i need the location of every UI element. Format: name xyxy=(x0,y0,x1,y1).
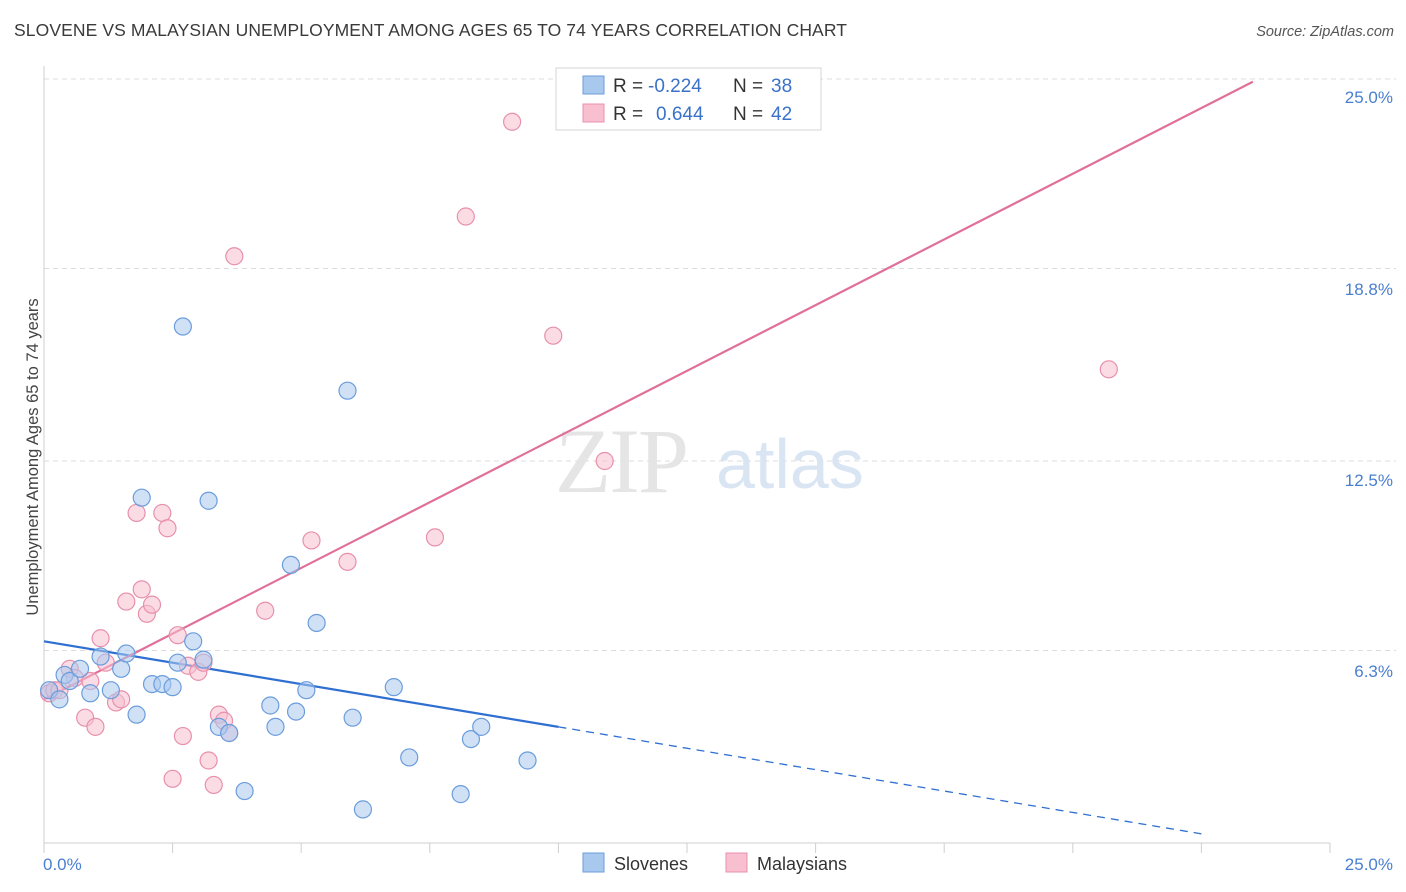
malaysians-point xyxy=(204,775,223,795)
malaysians-point xyxy=(456,207,475,226)
slovenes-point xyxy=(117,644,136,663)
slovenes-point xyxy=(235,781,254,801)
legend-box: R = -0.224 N = 38 R = 0.644 N = 42 xyxy=(555,67,822,131)
malaysians-point xyxy=(302,531,321,550)
y-axis-title: Unemployment Among Ages 65 to 74 years xyxy=(24,298,42,615)
malaysians-point xyxy=(425,528,445,547)
slovenes-point xyxy=(518,751,537,770)
bottom-legend-swatch-malaysians xyxy=(725,852,748,873)
malaysians-point xyxy=(163,769,182,788)
slovenes-point xyxy=(101,681,120,700)
slovenes-point xyxy=(281,555,301,575)
malaysians-point xyxy=(127,503,146,523)
slovenes-point xyxy=(184,632,203,651)
watermark: ZIP atlas xyxy=(555,410,864,512)
slovenes-point xyxy=(338,381,357,400)
malaysians-point xyxy=(132,580,151,599)
slovenes-point xyxy=(307,613,326,633)
malaysians-point xyxy=(158,519,177,538)
x-tick-label-min: 0.0% xyxy=(43,855,82,874)
malaysians-point xyxy=(173,726,192,746)
grid-lines xyxy=(44,78,1396,651)
legend-n-label: N = xyxy=(733,76,763,97)
watermark-zip: ZIP xyxy=(555,410,687,512)
legend-r-label: R = xyxy=(613,76,643,97)
slovenes-point xyxy=(297,681,316,700)
slovenes-point xyxy=(261,696,280,715)
malaysians-point xyxy=(1099,360,1118,379)
legend-swatch-malaysians xyxy=(582,103,605,123)
slovenes-point xyxy=(472,717,491,736)
legend-r-value-slovenes: -0.224 xyxy=(648,76,702,97)
slovenes-point xyxy=(132,488,151,507)
slovenes-point xyxy=(173,317,192,336)
malaysians-point xyxy=(256,601,275,620)
y-tick-label: 6.3% xyxy=(1354,662,1393,681)
x-tick-labels: 0.0% 25.0% xyxy=(43,855,1393,874)
slovenes-point xyxy=(199,491,218,510)
malaysians-point xyxy=(503,112,522,131)
legend-r-label: R = xyxy=(613,104,643,125)
chart-title: SLOVENE VS MALAYSIAN UNEMPLOYMENT AMONG … xyxy=(14,20,848,40)
slovenes-point xyxy=(266,717,285,736)
slovenes-point xyxy=(461,729,481,749)
malaysians-point xyxy=(225,247,244,266)
trend-line-dashed-slovenes xyxy=(558,726,1202,835)
slovenes-point xyxy=(400,748,419,767)
source-label: Source: ZipAtlas.com xyxy=(1256,24,1394,40)
legend-n-value-slovenes: 38 xyxy=(771,76,792,97)
malaysians-point xyxy=(338,552,357,571)
slovenes-point xyxy=(168,653,187,672)
slovenes-point xyxy=(50,690,69,709)
malaysians-point xyxy=(153,503,172,523)
slovenes-point xyxy=(451,785,470,804)
watermark-atlas: atlas xyxy=(716,425,864,503)
slovenes-point xyxy=(112,659,131,678)
malaysians-point xyxy=(86,717,105,736)
bottom-legend-label-malaysians: Malaysians xyxy=(757,854,847,874)
axes xyxy=(43,66,1331,853)
slovenes-point xyxy=(127,705,146,724)
slovenes-point xyxy=(70,659,90,678)
slovenes-point xyxy=(163,678,182,697)
legend-r-value-malaysians: 0.644 xyxy=(656,104,704,125)
slovenes-point xyxy=(353,800,373,819)
malaysians-point xyxy=(91,629,110,648)
legend-n-value-malaysians: 42 xyxy=(771,104,792,125)
y-tick-label: 25.0% xyxy=(1345,88,1393,107)
slovenes-point xyxy=(286,702,306,721)
slovenes-point xyxy=(60,671,79,691)
malaysians-point xyxy=(544,326,563,345)
y-tick-labels: 25.0% 18.8% 12.5% 6.3% xyxy=(1345,88,1393,681)
slovenes-point xyxy=(91,647,110,666)
slovenes-point xyxy=(81,684,100,703)
bottom-legend-label-slovenes: Slovenes xyxy=(614,854,688,874)
legend-n-label: N = xyxy=(733,104,763,125)
slovenes-point xyxy=(343,708,362,727)
malaysians-point xyxy=(595,451,614,471)
slovenes-point xyxy=(220,723,239,743)
slovenes-points xyxy=(40,317,537,819)
bottom-legend-swatch-slovenes xyxy=(582,852,605,873)
malaysians-point xyxy=(168,626,187,645)
y-tick-label: 12.5% xyxy=(1345,471,1393,490)
y-tick-label: 18.8% xyxy=(1345,280,1393,299)
malaysians-point xyxy=(199,751,218,770)
malaysians-point xyxy=(117,592,136,611)
bottom-legend: Slovenes Malaysians xyxy=(582,852,847,874)
trend-line-malaysians xyxy=(43,80,1254,701)
x-tick-label-max: 25.0% xyxy=(1345,855,1393,874)
malaysians-point xyxy=(142,595,162,614)
slovenes-point xyxy=(384,678,403,697)
slovenes-point xyxy=(194,650,213,669)
legend-swatch-slovenes xyxy=(582,75,605,95)
